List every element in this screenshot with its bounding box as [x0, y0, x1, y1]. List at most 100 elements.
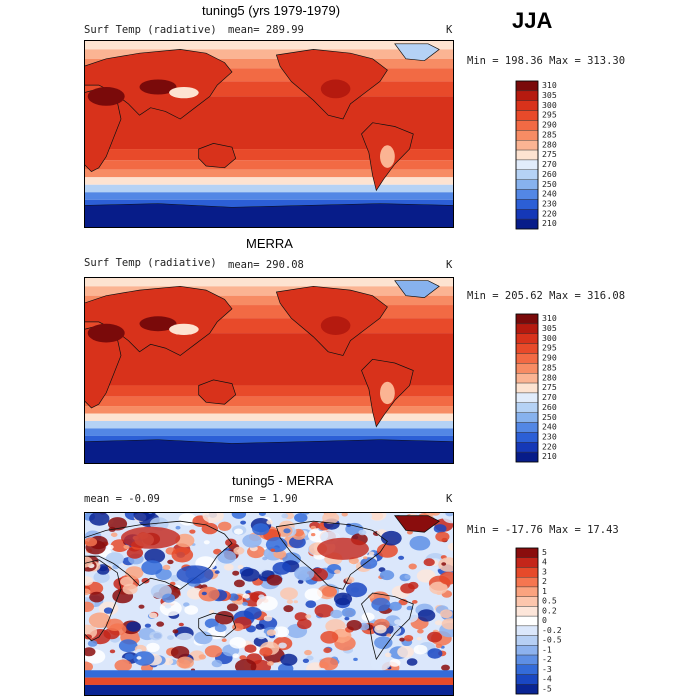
panel-1-colorbar-swatch	[515, 218, 539, 230]
panel-3-minmax: Min = -17.76 Max = 17.43	[467, 524, 619, 536]
panel-3-colorbar-swatch	[515, 684, 539, 695]
panel-2-colorbar-swatch	[515, 451, 539, 463]
panel-2-colorbar-tick-label: 300	[542, 333, 557, 343]
panel-1-colorbar-swatch	[515, 80, 539, 92]
panel-3-colorbar-swatch	[515, 674, 539, 685]
panel-3-colorbar-tick-label: 0.2	[542, 605, 557, 615]
panel-1-colorbar-swatch	[515, 169, 539, 180]
panel-2-colorbar-tick-label: 250	[542, 412, 557, 422]
panel-2-colorbar-swatch	[515, 382, 539, 394]
panel-3-colorbar-tick-label: 0.5	[542, 596, 557, 606]
panel-3-colorbar-swatch	[515, 577, 539, 588]
panel-2-minmax: Min = 205.62 Max = 316.08	[467, 290, 626, 302]
panel-3-colorbar-tick-label: 4	[542, 557, 547, 567]
panel-1-colorbar-swatch	[515, 100, 539, 111]
panel-2-map	[84, 277, 454, 464]
panel-2-unit: K	[446, 259, 453, 271]
panel-1-colorbar-swatch	[515, 149, 539, 161]
panel-2-colorbar-tick-label: 310	[542, 313, 557, 323]
panel-1-map	[84, 40, 454, 228]
panel-2-colorbar-swatch	[515, 442, 539, 453]
panel-2-colorbar-swatch	[515, 432, 539, 443]
panel-2-colorbar-tick-label: 290	[542, 353, 557, 363]
panel-1-unit: K	[446, 24, 453, 36]
panel-2-colorbar-swatch	[515, 392, 539, 404]
panel-3-map	[84, 512, 454, 696]
panel-1-colorbar-tick-label: 290	[542, 120, 557, 130]
panel-2-colorbar-tick-label: 230	[542, 432, 557, 442]
panel-1-colorbar-swatch	[515, 110, 539, 121]
panel-3-colorbar-tick-label: -1	[542, 644, 552, 654]
panel-2-colorbar-swatch	[515, 353, 539, 364]
panel-1-colorbar-tick-label: 300	[542, 100, 557, 110]
panel-2-colorbar-swatch	[515, 373, 539, 384]
panel-2-colorbar-tick-label: 305	[542, 323, 557, 333]
panel-3-colorbar-tick-label: 3	[542, 566, 547, 576]
panel-2-colorbar-tick-label: 210	[542, 451, 557, 461]
panel-1-colorbar-swatch	[515, 90, 539, 101]
panel-1-colorbar-swatch	[515, 199, 539, 210]
panel-1-colorbar-tick-label: 220	[542, 208, 557, 218]
panel-2-mean: mean= 290.08	[228, 259, 304, 271]
panel-1-colorbar-swatch	[515, 140, 539, 151]
panel-1-colorbar-tick-label: 275	[542, 149, 557, 159]
panel-2-colorbar-tick-label: 270	[542, 392, 557, 402]
panel-3-mean: mean = -0.09	[84, 493, 160, 505]
panel-1-colorbar-swatch	[515, 209, 539, 220]
panel-3-colorbar-swatch	[515, 567, 539, 578]
panel-3-colorbar-tick-label: -4	[542, 674, 552, 684]
panel-3-colorbar-swatch	[515, 547, 539, 558]
panel-2-colorbar-swatch	[515, 323, 539, 334]
panel-1-colorbar-swatch	[515, 189, 539, 200]
panel-1-mean: mean= 289.99	[228, 24, 304, 36]
panel-3-map-land	[84, 515, 440, 661]
panel-2-colorbar-swatch	[515, 333, 539, 344]
panel-2-colorbar-swatch	[515, 343, 539, 354]
panel-1-colorbar-swatch	[515, 120, 539, 131]
panel-1-colorbar-swatch	[515, 159, 539, 171]
panel-2-colorbar-swatch	[515, 363, 539, 374]
panel-3-colorbar-swatch	[515, 635, 539, 646]
panel-2-colorbar-tick-label: 220	[542, 441, 557, 451]
panel-1-colorbar-tick-label: 260	[542, 169, 557, 179]
panel-3-colorbar-swatch	[515, 586, 539, 597]
panel-3-colorbar-tick-label: -0.5	[542, 635, 562, 645]
panel-1-colorbar-swatch	[515, 130, 539, 141]
panel-1-colorbar-tick-label: 280	[542, 139, 557, 149]
panel-3-colorbar-swatch	[515, 606, 539, 617]
panel-1-colorbar-tick-label: 295	[542, 110, 557, 120]
panel-1-colorbar-tick-label: 285	[542, 129, 557, 139]
panel-1-colorbar-swatch	[515, 179, 539, 190]
panel-2-colorbar-swatch	[515, 313, 539, 325]
panel-3-colorbar-swatch	[515, 596, 539, 607]
panel-2-colorbar-tick-label: 240	[542, 422, 557, 432]
panel-3-colorbar-tick-label: 0	[542, 615, 547, 625]
panel-1-colorbar-tick-label: 230	[542, 199, 557, 209]
panel-2-colorbar-tick-label: 295	[542, 343, 557, 353]
panel-3-colorbar-tick-label: 2	[542, 576, 547, 586]
panel-3-colorbar-tick-label: -3	[542, 664, 552, 674]
panel-2-map-land	[84, 280, 454, 464]
panel-3-rmse: rmse = 1.90	[228, 493, 298, 505]
panel-1-colorbar-tick-label: 240	[542, 189, 557, 199]
panel-3-colorbar-swatch	[515, 654, 539, 665]
panel-3-title: tuning5 - MERRA	[232, 473, 334, 488]
panel-3-colorbar-swatch	[515, 645, 539, 656]
panel-1-colorbar: 3103053002952902852802752702602502402302…	[515, 80, 557, 230]
panel-2-colorbar: 3103053002952902852802752702602502402302…	[515, 313, 557, 463]
panel-2-colorbar-tick-label: 285	[542, 362, 557, 372]
panel-1-colorbar-tick-label: 210	[542, 218, 557, 228]
panel-2-colorbar-swatch	[515, 412, 539, 423]
panel-2-colorbar-tick-label: 260	[542, 402, 557, 412]
panel-2-colorbar-swatch	[515, 422, 539, 433]
panel-1-colorbar-tick-label: 270	[542, 159, 557, 169]
panel-1-colorbar-tick-label: 310	[542, 80, 557, 90]
panel-3-colorbar-tick-label: -2	[542, 654, 552, 664]
season-label: JJA	[512, 8, 553, 33]
panel-3-colorbar-tick-label: -0.2	[542, 625, 562, 635]
panel-3-colorbar-swatch	[515, 615, 539, 627]
panel-1-colorbar-tick-label: 250	[542, 179, 557, 189]
panel-3-colorbar-swatch	[515, 625, 539, 636]
panel-3-colorbar-tick-label: 5	[542, 547, 547, 557]
